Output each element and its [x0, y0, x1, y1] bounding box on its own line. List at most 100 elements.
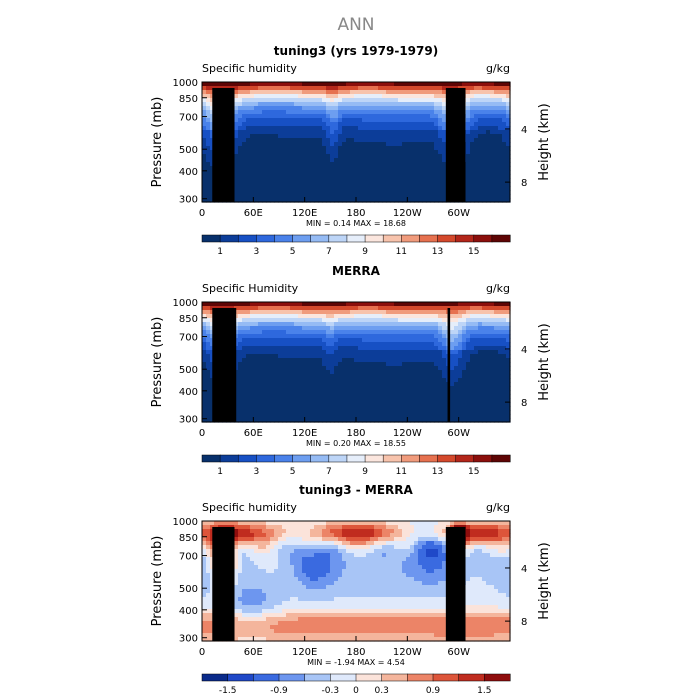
heatmap-cell [330, 86, 335, 91]
heatmap-cell [418, 318, 423, 323]
heatmap-cell [314, 350, 319, 355]
heatmap-cell [502, 402, 507, 407]
heatmap-cell [254, 138, 259, 143]
heatmap-cell [350, 198, 355, 203]
heatmap-cell [318, 410, 323, 415]
x-tick-label: 60E [244, 428, 263, 439]
heatmap-cell [314, 122, 319, 127]
heatmap-cell [362, 158, 367, 163]
heatmap-cell [502, 362, 507, 367]
heatmap-cell [334, 302, 339, 307]
heatmap-cell [326, 338, 331, 343]
heatmap-cell [234, 398, 239, 403]
heatmap-cell [290, 118, 295, 123]
heatmap-cell [226, 302, 231, 307]
heatmap-cell [414, 358, 419, 363]
heatmap-cell [458, 410, 463, 415]
heatmap-cell [502, 521, 507, 526]
heatmap-cell [210, 82, 215, 87]
heatmap-cell [294, 126, 299, 131]
heatmap-cell [318, 334, 323, 339]
heatmap-cell [262, 366, 267, 371]
heatmap-cell [286, 322, 291, 327]
heatmap-cell [386, 382, 391, 387]
heatmap-cell [270, 186, 275, 191]
heatmap-cell [282, 142, 287, 147]
heatmap-cell [474, 402, 479, 407]
heatmap-cell [270, 342, 275, 347]
heatmap-cell [406, 314, 411, 319]
heatmap-cell [278, 342, 283, 347]
heatmap-cell [338, 358, 343, 363]
heatmap-cell [258, 182, 263, 187]
heatmap-cell [242, 374, 247, 379]
heatmap-cell [358, 182, 363, 187]
heatmap-cell [466, 378, 471, 383]
heatmap-cell [382, 122, 387, 127]
heatmap-cell [386, 126, 391, 131]
heatmap-cell [458, 402, 463, 407]
heatmap-cell [338, 86, 343, 91]
heatmap-cell [366, 418, 371, 423]
heatmap-cell [242, 158, 247, 163]
heatmap-cell [282, 154, 287, 159]
heatmap-cell [270, 406, 275, 411]
heatmap-cell [262, 374, 267, 379]
heatmap-cell [358, 90, 363, 95]
heatmap-cell [470, 142, 475, 147]
heatmap-cell [306, 378, 311, 383]
heatmap-cell [474, 390, 479, 395]
heatmap-cell [478, 362, 483, 367]
heatmap-cell [390, 310, 395, 315]
heatmap-cell [310, 162, 315, 167]
heatmap-cell [250, 362, 255, 367]
heatmap-cell [322, 106, 327, 111]
heatmap-cell [278, 398, 283, 403]
heatmap-cell [254, 130, 259, 135]
heatmap-cell [426, 126, 431, 131]
heatmap-cell [470, 346, 475, 351]
heatmap-cell [206, 114, 211, 119]
heatmap-cell [442, 186, 447, 191]
heatmap-cell [398, 130, 403, 135]
heatmap-cell [418, 102, 423, 107]
heatmap-cell [398, 386, 403, 391]
heatmap-cell [274, 354, 279, 359]
heatmap-cell [298, 529, 303, 534]
heatmap-cell [282, 102, 287, 107]
heatmap-cell [466, 194, 471, 199]
heatmap-cell [462, 362, 467, 367]
x-tick-label: 120W [393, 208, 422, 219]
heatmap-cell [374, 525, 379, 530]
heatmap-cell [470, 418, 475, 423]
heatmap-cell [390, 414, 395, 419]
heatmap-cell [358, 402, 363, 407]
heatmap-cell [402, 342, 407, 347]
heatmap-cell [402, 138, 407, 143]
heatmap-cell [478, 86, 483, 91]
heatmap-cell [478, 150, 483, 155]
heatmap-cell [350, 342, 355, 347]
heatmap-cell [386, 370, 391, 375]
heatmap-cell [314, 362, 319, 367]
heatmap-cell [318, 414, 323, 419]
heatmap-cell [314, 94, 319, 99]
heatmap-cell [246, 186, 251, 191]
heatmap-cell [458, 370, 463, 375]
heatmap-cell [410, 186, 415, 191]
heatmap-cell [482, 322, 487, 327]
heatmap-cell [366, 306, 371, 311]
heatmap-cell [354, 382, 359, 387]
heatmap-cell [278, 529, 283, 534]
heatmap-cell [370, 130, 375, 135]
heatmap-cell [206, 310, 211, 315]
heatmap-cell [250, 162, 255, 167]
heatmap-cell [402, 158, 407, 163]
heatmap-cell [338, 170, 343, 175]
heatmap-cell [482, 402, 487, 407]
heatmap-cell [370, 102, 375, 107]
heatmap-cell [362, 529, 367, 534]
heatmap-cell [258, 378, 263, 383]
heatmap-cell [382, 342, 387, 347]
heatmap-cell [342, 406, 347, 411]
